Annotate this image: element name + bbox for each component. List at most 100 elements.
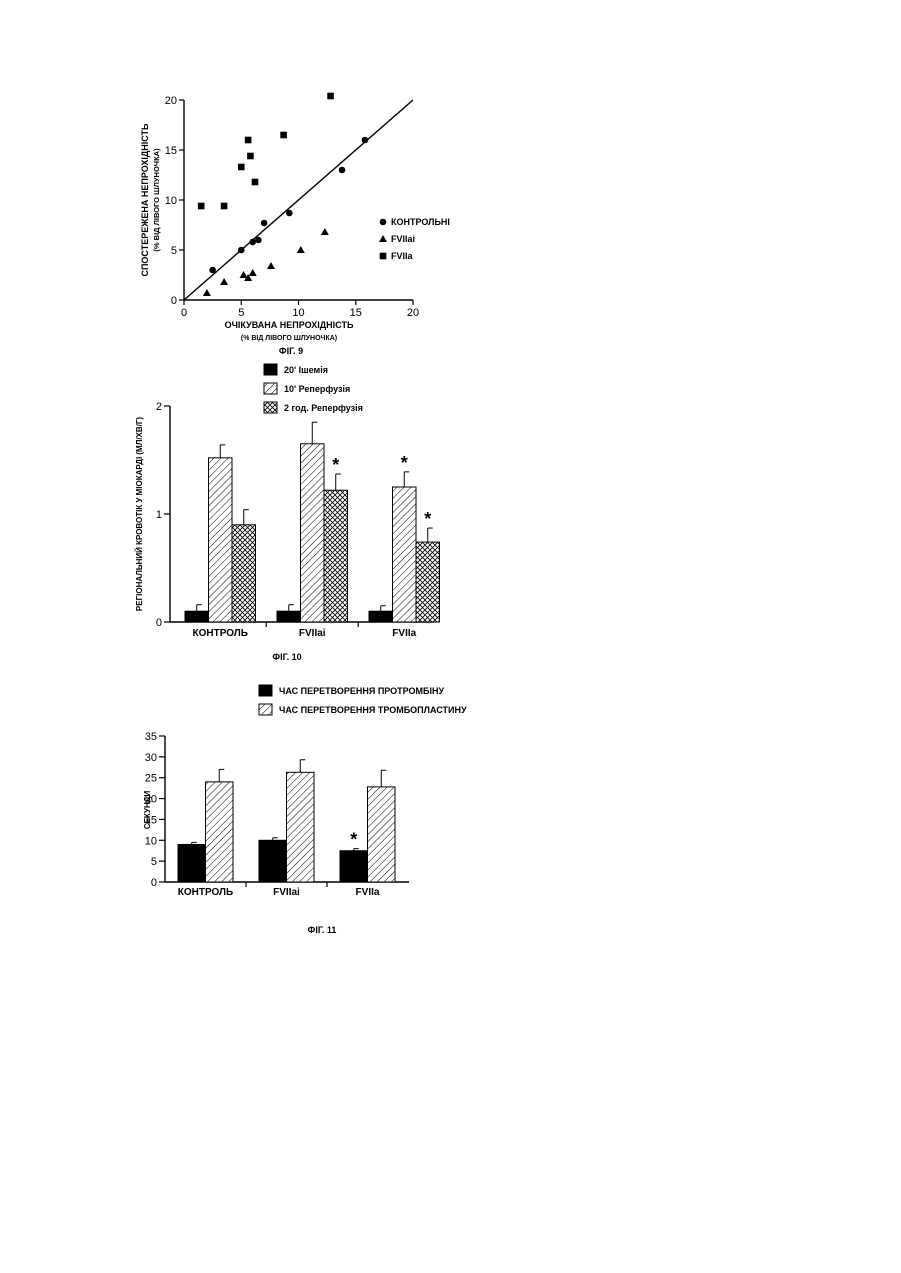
fig9-identity-line	[184, 100, 413, 300]
fig11-legend-swatch	[259, 685, 272, 696]
fig11-y-tick-label: 30	[145, 752, 157, 764]
fig10-y-tick-label: 2	[156, 401, 162, 413]
fig11-legend-label: ЧАС ПЕРЕТВОРЕННЯ ТРОМБОПЛАСТИНУ	[279, 705, 467, 715]
fig9-y-tick-label: 0	[171, 295, 177, 307]
fig10-significance-marker: *	[401, 453, 408, 473]
fig10-legend-swatch	[264, 383, 277, 394]
fig10-bar	[209, 458, 233, 622]
fig10-category-label: КОНТРОЛЬ	[193, 628, 248, 639]
fig10-caption: ФІГ. 10	[272, 652, 301, 662]
fig11-significance-marker: *	[350, 830, 357, 850]
fig9-point-square	[198, 203, 205, 210]
fig10-bar	[301, 444, 325, 622]
fig11-y-tick-label: 0	[151, 877, 157, 889]
fig9-point-triangle	[220, 278, 228, 285]
fig10-y-tick-label: 1	[156, 509, 162, 521]
fig10-bar	[185, 611, 209, 622]
fig9-point-circle	[238, 247, 245, 254]
fig10-bar	[324, 490, 348, 622]
fig11-category-label: FVIIai	[273, 887, 300, 898]
fig11-caption: ФІГ. 11	[308, 925, 337, 935]
fig9-point-square	[238, 164, 245, 171]
fig9-x-tick-label: 20	[407, 307, 419, 319]
fig9-x-tick-label: 5	[238, 307, 244, 319]
fig9-ylabel-sub: (% ВІД ЛІВОГО ШЛУНОЧКА)	[152, 148, 161, 252]
fig9-ylabel: СПОСТЕРЕЖЕНА НЕПРОХІДНІСТЬ	[140, 123, 150, 277]
fig10-legend-label: 10' Реперфузія	[284, 384, 350, 394]
fig11-y-tick-label: 5	[151, 856, 157, 868]
fig10-category-label: FVIIai	[299, 628, 326, 639]
fig9-point-square	[221, 203, 228, 210]
fig9-legend-label: FVIIa	[391, 251, 414, 261]
fig9-legend-marker-triangle	[379, 235, 387, 242]
fig10-legend-swatch	[264, 402, 277, 413]
fig9-point-triangle	[203, 289, 211, 296]
fig9-point-triangle	[297, 246, 305, 253]
fig11-category-label: КОНТРОЛЬ	[178, 887, 233, 898]
fig9-point-circle	[339, 167, 346, 174]
fig10-bar	[393, 487, 417, 622]
bar-chart-fig10: 20' Ішемія10' Реперфузія2 год. Реперфузі…	[135, 364, 440, 662]
fig9-xlabel: ОЧІКУВАНА НЕПРОХІДНІСТЬ	[225, 320, 354, 330]
fig10-legend-label: 2 год. Реперфузія	[284, 403, 363, 413]
fig9-caption: ФІГ. 9	[279, 346, 303, 356]
fig11-bar	[259, 840, 287, 882]
fig10-significance-marker: *	[424, 509, 431, 529]
fig11-bar	[178, 844, 206, 882]
fig9-marks	[184, 93, 413, 300]
fig10-marks: * * *	[185, 422, 440, 622]
fig11-y-tick-label: 10	[145, 835, 157, 847]
fig11-legend-swatch	[259, 704, 272, 715]
fig11-category-label: FVIIa	[356, 887, 380, 898]
fig9-point-circle	[261, 220, 268, 227]
fig11-bar	[287, 772, 315, 882]
fig9-point-circle	[362, 137, 369, 144]
fig11-y-tick-label: 25	[145, 773, 157, 785]
fig11-bar	[206, 782, 234, 882]
fig9-legend-label: FVIIai	[391, 234, 415, 244]
fig9-y-tick-label: 20	[165, 95, 177, 107]
fig11-legend: ЧАС ПЕРЕТВОРЕННЯ ПРОТРОМБІНУ ЧАС ПЕРЕТВОР…	[259, 685, 467, 715]
fig11-y-tick-label: 15	[145, 814, 157, 826]
fig9-point-square	[245, 137, 252, 144]
fig10-bar	[416, 542, 440, 622]
fig10-y-tick-label: 0	[156, 617, 162, 629]
fig11-bar	[368, 787, 396, 882]
fig11-legend-label: ЧАС ПЕРЕТВОРЕННЯ ПРОТРОМБІНУ	[279, 686, 445, 696]
fig9-y-tick-label: 15	[165, 145, 177, 157]
fig10-legend: 20' Ішемія10' Реперфузія2 год. Реперфузі…	[264, 364, 363, 413]
fig9-legend-label: КОНТРОЛЬНІ	[391, 217, 450, 227]
fig11-y-tick-label: 35	[145, 731, 157, 743]
fig11-marks: *	[178, 760, 395, 882]
fig11-bar	[340, 851, 368, 882]
fig10-bar	[277, 611, 301, 622]
fig10-bar	[232, 525, 256, 622]
fig10-bar	[369, 611, 393, 622]
fig9-point-circle	[209, 267, 216, 274]
fig9-y-tick-label: 5	[171, 245, 177, 257]
fig9-point-square	[327, 93, 334, 100]
fig9-point-triangle	[249, 269, 257, 276]
bar-chart-fig11: ЧАС ПЕРЕТВОРЕННЯ ПРОТРОМБІНУ ЧАС ПЕРЕТВОР…	[143, 685, 467, 935]
fig9-point-circle	[286, 210, 293, 217]
scatter-chart-fig9: СПОСТЕРЕЖЕНА НЕПРОХІДНІСТЬ (% ВІД ЛІВОГО…	[140, 93, 450, 356]
fig9-point-square	[252, 179, 259, 186]
fig9-point-square	[247, 153, 254, 160]
fig9-x-tick-label: 10	[292, 307, 304, 319]
fig9-point-circle	[255, 237, 262, 244]
fig9-point-square	[280, 132, 287, 139]
fig9-x-tick-label: 15	[350, 307, 362, 319]
fig10-ylabel: РЕГІОНАЛЬНИЙ КРОВОТІК У МІОКАРДІ (МЛ/ХВ/…	[135, 417, 144, 612]
fig9-point-triangle	[240, 271, 248, 278]
fig9-legend-marker-circle	[380, 219, 387, 226]
fig9-point-circle	[249, 239, 256, 246]
fig10-legend-swatch	[264, 364, 277, 375]
fig10-category-label: FVIIa	[392, 628, 416, 639]
fig9-x-tick-label: 0	[181, 307, 187, 319]
fig9-y-tick-label: 10	[165, 195, 177, 207]
fig9-point-triangle	[267, 262, 275, 269]
fig10-significance-marker: *	[332, 455, 339, 475]
fig9-legend-marker-square	[380, 253, 387, 260]
fig9-xlabel-sub: (% ВІД ЛІВОГО ШЛУНОЧКА)	[241, 335, 337, 342]
